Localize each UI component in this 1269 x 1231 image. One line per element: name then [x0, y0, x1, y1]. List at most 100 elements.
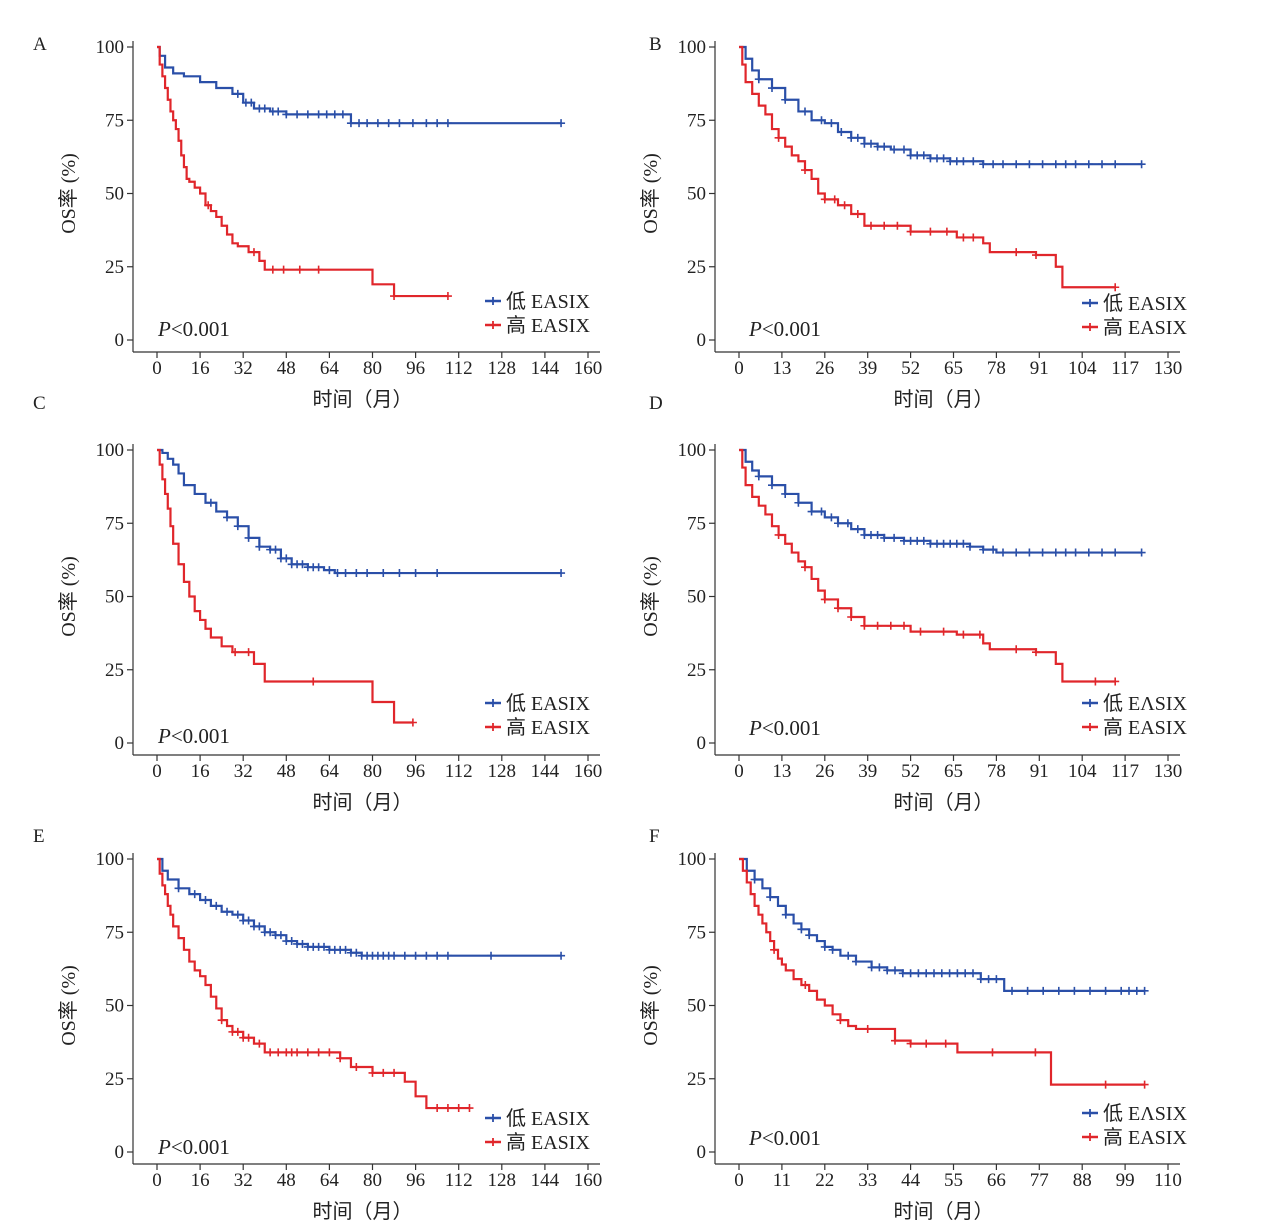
- censor-mark: [330, 110, 339, 119]
- censor-mark: [1012, 160, 1021, 169]
- censor-mark: [1125, 986, 1133, 995]
- x-tick-label: 39: [858, 761, 877, 782]
- censor-mark: [930, 969, 938, 978]
- p-value-text: <0.001: [171, 317, 230, 341]
- censor-mark: [408, 718, 417, 727]
- censor-mark: [774, 530, 783, 539]
- legend-label: 高 EASIX: [506, 1131, 590, 1154]
- censor-mark: [325, 1048, 334, 1057]
- censor-mark: [860, 621, 869, 630]
- y-tick-label: 25: [105, 257, 124, 278]
- censor-mark: [969, 157, 978, 166]
- censor-mark: [867, 139, 875, 148]
- censor-mark: [325, 566, 334, 575]
- censor-mark: [201, 896, 210, 905]
- panel-letter: C: [33, 393, 46, 414]
- legend-label: 高 EASIX: [1103, 316, 1187, 339]
- x-tick-label: 128: [488, 358, 517, 379]
- censor-mark: [1084, 160, 1093, 169]
- censor-mark: [1098, 548, 1106, 557]
- y-tick-label: 75: [105, 513, 124, 534]
- censor-mark: [999, 548, 1007, 557]
- censor-mark: [836, 1016, 845, 1025]
- censor-mark: [557, 951, 566, 960]
- censor-mark: [863, 1024, 872, 1033]
- censor-mark: [231, 648, 240, 657]
- censor-mark: [1025, 548, 1034, 557]
- censor-mark: [217, 1016, 226, 1025]
- censor-mark: [979, 545, 988, 554]
- censor-mark: [390, 292, 399, 301]
- x-tick-label: 55: [944, 1170, 963, 1191]
- y-tick-label: 100: [96, 37, 125, 58]
- x-tick-label: 64: [320, 761, 340, 782]
- x-tick-label: 32: [234, 358, 253, 379]
- censor-mark: [271, 545, 280, 554]
- censor-mark: [828, 945, 837, 954]
- series-low-easix: [739, 45, 1146, 169]
- censor-mark: [1051, 160, 1060, 169]
- censor-mark: [890, 145, 899, 154]
- censor-mark: [287, 937, 296, 946]
- censor-mark: [922, 969, 931, 978]
- censor-mark: [233, 910, 242, 919]
- censor-mark: [781, 489, 790, 498]
- censor-mark: [1054, 986, 1063, 995]
- y-axis-title: OS率 (%): [57, 556, 80, 637]
- x-tick-label: 117: [1111, 761, 1139, 782]
- censor-mark: [1086, 986, 1094, 995]
- censor-mark: [916, 627, 925, 636]
- censor-mark: [1012, 548, 1021, 557]
- censor-mark: [875, 963, 884, 972]
- censor-mark: [843, 519, 852, 528]
- censor-mark: [244, 916, 253, 925]
- censor-mark: [880, 221, 889, 230]
- panel-letter: E: [33, 826, 45, 847]
- censor-mark: [309, 677, 318, 686]
- censor-mark: [890, 533, 899, 542]
- panel-a: A 0 25 50 75 100 0 16 32 48 64 80 96 112 128 144 160 时间（月…: [33, 34, 602, 411]
- censor-mark: [255, 1039, 264, 1048]
- y-tick-label: 50: [687, 587, 706, 608]
- y-tick-label: 100: [678, 849, 707, 870]
- x-tick-label: 160: [574, 358, 603, 379]
- censor-mark: [992, 975, 1001, 984]
- legend-label: 高 EASIX: [506, 314, 590, 337]
- censor-mark: [852, 957, 860, 966]
- y-axis-title: OS率 (%): [57, 965, 80, 1046]
- censor-mark: [390, 951, 399, 960]
- p-value: P<0.001: [748, 716, 821, 740]
- y-tick-label: 75: [105, 110, 124, 131]
- censor-mark: [766, 893, 775, 902]
- y-axis-title: OS率 (%): [639, 556, 662, 637]
- censor-mark: [966, 542, 974, 551]
- censor-mark: [867, 963, 876, 972]
- y-tick-label: 100: [678, 37, 707, 58]
- censor-mark: [898, 969, 907, 978]
- p-value-text: <0.001: [762, 317, 821, 341]
- censor-mark: [1084, 548, 1093, 557]
- censor-mark: [433, 569, 442, 578]
- censor-mark: [314, 1048, 323, 1057]
- censor-mark: [873, 530, 882, 539]
- censor-mark: [794, 498, 803, 507]
- p-symbol: P: [157, 1135, 171, 1159]
- censor-mark: [942, 227, 951, 236]
- censor-mark: [557, 569, 566, 578]
- censor-mark: [883, 966, 892, 975]
- censor-mark: [959, 630, 968, 639]
- censor-mark: [557, 119, 566, 128]
- censor-mark: [906, 1039, 915, 1048]
- censor-mark: [352, 569, 361, 578]
- censor-mark: [754, 472, 763, 481]
- censor-mark: [768, 84, 776, 93]
- censor-mark: [1012, 248, 1021, 257]
- censor-mark: [919, 151, 928, 160]
- censor-mark: [988, 1048, 997, 1057]
- censor-mark: [1140, 1080, 1149, 1089]
- panel-b: B 0 25 50 75 100 0 13 26 39 52 65 78 91 104 117 130 时间（月）…: [639, 34, 1187, 411]
- censor-mark: [355, 119, 364, 128]
- censor-mark: [333, 569, 342, 578]
- censor-mark: [1031, 1048, 1040, 1057]
- y-tick-label: 25: [687, 660, 706, 681]
